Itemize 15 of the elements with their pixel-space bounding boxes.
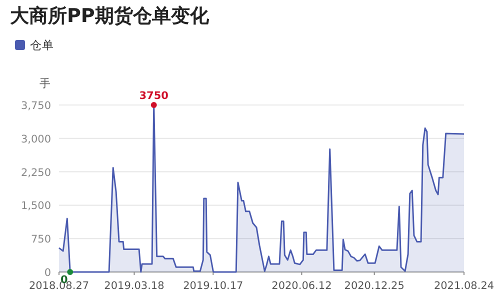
y-tick-label: 750	[30, 234, 51, 246]
y-tick-label: 3,000	[20, 133, 51, 146]
chart-title: 大商所PP期货仓单变化	[10, 5, 210, 27]
x-tick-label: 2020.12.25	[344, 280, 404, 292]
x-tick-label: 2020.06.12	[272, 280, 332, 292]
y-axis-title: 手	[40, 77, 50, 90]
y-tick-label: 3,750	[20, 100, 51, 112]
y-tick-label: 0	[44, 267, 51, 279]
x-tick-label: 2019.03.18	[104, 280, 164, 292]
x-tick-label: 2019.10.17	[183, 280, 244, 292]
x-tick-label: 2021.08.24	[434, 280, 494, 292]
y-tick-label: 1,500	[20, 200, 51, 212]
legend-label: 仓单	[30, 38, 54, 52]
y-tick-label: 2,250	[20, 166, 51, 179]
annotation: 3750	[139, 90, 168, 102]
